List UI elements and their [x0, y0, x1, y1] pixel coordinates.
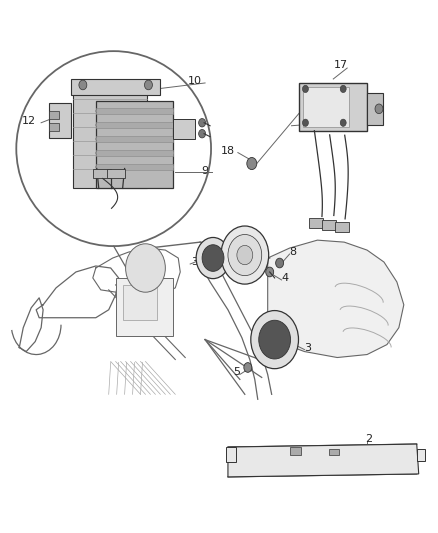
Text: 4: 4 — [281, 273, 288, 283]
Bar — [49, 111, 59, 119]
Bar — [73, 89, 148, 188]
Text: 8: 8 — [289, 247, 296, 257]
Circle shape — [145, 80, 152, 90]
Bar — [96, 136, 173, 142]
Bar — [96, 122, 173, 128]
Text: 10: 10 — [188, 76, 202, 86]
Bar — [96, 150, 173, 156]
Circle shape — [340, 119, 346, 126]
Text: 3: 3 — [304, 343, 311, 352]
Text: 11: 11 — [325, 116, 339, 126]
Circle shape — [375, 104, 383, 114]
Polygon shape — [228, 444, 419, 477]
Bar — [96, 101, 173, 188]
Text: 18: 18 — [221, 146, 235, 156]
Text: 17: 17 — [334, 60, 348, 70]
Text: 2: 2 — [365, 434, 373, 444]
Circle shape — [340, 85, 346, 93]
Circle shape — [198, 118, 205, 127]
Circle shape — [303, 119, 308, 126]
Bar — [116, 278, 173, 336]
Text: 5: 5 — [233, 367, 240, 377]
Bar — [417, 449, 425, 461]
Bar — [49, 123, 59, 131]
Text: 7: 7 — [248, 235, 255, 245]
Bar — [173, 119, 195, 139]
Text: 9: 9 — [201, 166, 208, 175]
Text: 13: 13 — [82, 166, 96, 175]
Circle shape — [303, 85, 308, 93]
Circle shape — [251, 311, 298, 369]
Text: 3: 3 — [192, 257, 199, 267]
Circle shape — [198, 130, 205, 138]
Circle shape — [228, 235, 262, 276]
Bar — [329, 449, 339, 455]
Circle shape — [259, 320, 290, 359]
Circle shape — [126, 244, 165, 292]
Bar — [304, 87, 349, 127]
Bar — [96, 108, 173, 114]
Text: 12: 12 — [22, 116, 36, 126]
Text: 6: 6 — [215, 240, 222, 250]
Bar — [123, 285, 157, 320]
Bar — [367, 93, 383, 125]
Bar — [290, 447, 301, 455]
Bar — [300, 83, 367, 131]
Circle shape — [276, 258, 283, 268]
Bar — [93, 168, 111, 179]
Circle shape — [247, 157, 257, 169]
Polygon shape — [268, 240, 404, 358]
Circle shape — [266, 267, 274, 277]
Bar — [96, 164, 173, 169]
Bar — [71, 79, 160, 95]
Bar — [335, 222, 349, 232]
Bar — [226, 447, 236, 462]
Circle shape — [79, 80, 87, 90]
Bar — [49, 103, 71, 138]
Circle shape — [202, 245, 224, 271]
Circle shape — [244, 362, 252, 373]
Circle shape — [237, 245, 253, 265]
Circle shape — [221, 226, 268, 284]
Bar — [309, 218, 323, 228]
Bar — [322, 220, 336, 230]
Circle shape — [196, 238, 230, 279]
Bar — [107, 168, 124, 179]
